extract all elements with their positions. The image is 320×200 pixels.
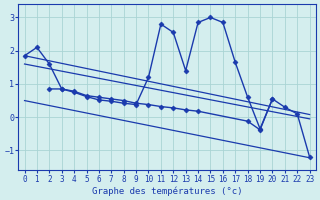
X-axis label: Graphe des températures (°c): Graphe des températures (°c)	[92, 186, 242, 196]
